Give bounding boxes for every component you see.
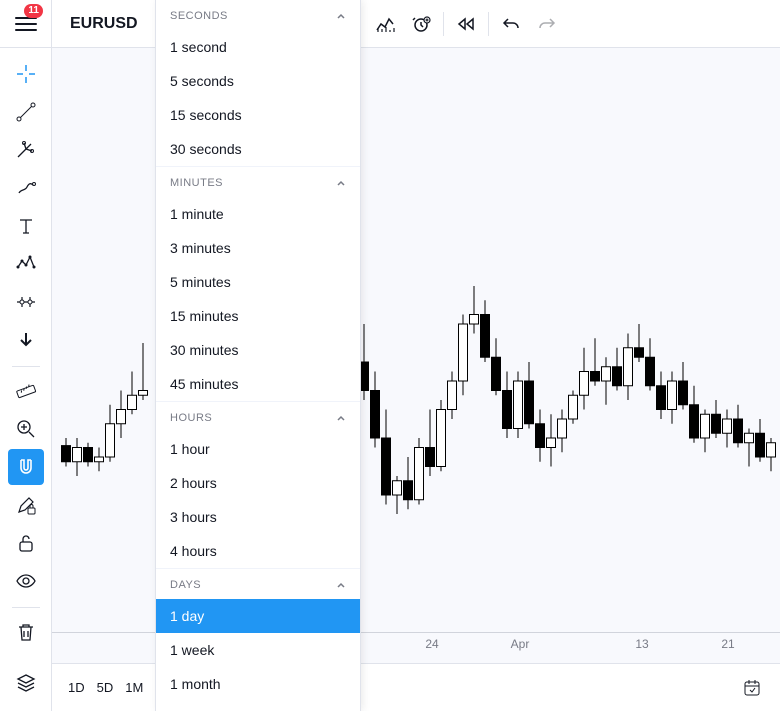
brush-tool[interactable] <box>8 170 44 206</box>
interval-group-header[interactable]: MINUTES <box>156 166 360 197</box>
redo-button[interactable] <box>529 0 565 48</box>
interval-group-header[interactable]: HOURS <box>156 401 360 432</box>
trendline-tool[interactable] <box>8 94 44 130</box>
interval-group-header[interactable]: SECONDS <box>156 0 360 30</box>
interval-option[interactable]: 3 hours <box>156 500 360 534</box>
eye-icon <box>15 570 37 592</box>
crosshair-tool[interactable] <box>8 56 44 92</box>
separator <box>488 12 489 36</box>
layers-icon <box>15 672 37 694</box>
separator <box>12 607 40 608</box>
interval-option[interactable]: 45 minutes <box>156 367 360 401</box>
lock-drawings-tool[interactable] <box>8 487 44 523</box>
undo-icon <box>502 16 520 32</box>
zoom-tool[interactable] <box>8 411 44 447</box>
forecast-tool[interactable] <box>8 284 44 320</box>
interval-option[interactable]: 15 seconds <box>156 98 360 132</box>
top-bar: 11 EURUSD <box>0 0 780 48</box>
text-tool[interactable] <box>8 208 44 244</box>
interval-option[interactable]: 1 day <box>156 599 360 633</box>
notification-badge: 11 <box>24 4 43 18</box>
brush-icon <box>15 177 37 199</box>
pitchfork-tool[interactable] <box>8 132 44 168</box>
layers-tool[interactable] <box>8 665 44 701</box>
x-axis-tick: 24 <box>425 637 438 651</box>
trash-icon <box>15 621 37 643</box>
separator <box>443 12 444 36</box>
range-button[interactable]: 1M <box>119 672 149 704</box>
magnet-tool[interactable] <box>8 449 44 485</box>
x-axis-tick: Apr <box>511 637 530 651</box>
arrow-down-icon <box>15 329 37 351</box>
replay-button[interactable] <box>448 0 484 48</box>
pencil-lock-icon <box>15 494 37 516</box>
goto-date-button[interactable] <box>734 670 770 706</box>
forecast-icon <box>15 291 37 313</box>
lock-open-icon <box>15 532 37 554</box>
alert-button[interactable] <box>403 0 439 48</box>
menu-button[interactable]: 11 <box>0 0 52 48</box>
indicators-button[interactable] <box>367 0 403 48</box>
range-button[interactable]: 1D <box>62 672 91 704</box>
visibility-tool[interactable] <box>8 563 44 599</box>
x-axis-tick: 13 <box>635 637 648 651</box>
pitchfork-icon <box>15 139 37 161</box>
arrow-tool[interactable] <box>8 322 44 358</box>
interval-option[interactable]: 5 seconds <box>156 64 360 98</box>
interval-option[interactable]: 30 seconds <box>156 132 360 166</box>
interval-option[interactable]: 1 minute <box>156 197 360 231</box>
symbol-selector[interactable]: EURUSD <box>52 0 157 48</box>
magnet-icon <box>15 456 37 478</box>
measure-tool[interactable] <box>8 373 44 409</box>
separator <box>12 366 40 367</box>
interval-option[interactable]: 3 minutes <box>156 231 360 265</box>
rewind-icon <box>456 14 476 34</box>
interval-option[interactable]: 1 week <box>156 633 360 667</box>
interval-option[interactable]: 15 minutes <box>156 299 360 333</box>
delete-tool[interactable] <box>8 614 44 650</box>
crosshair-icon <box>15 63 37 85</box>
interval-option[interactable]: 1 second <box>156 30 360 64</box>
interval-option[interactable]: 30 minutes <box>156 333 360 367</box>
undo-button[interactable] <box>493 0 529 48</box>
range-button[interactable]: 5D <box>91 672 120 704</box>
interval-dropdown: SECONDS1 second5 seconds15 seconds30 sec… <box>155 0 361 711</box>
alarm-icon <box>411 14 431 34</box>
pattern-tool[interactable] <box>8 246 44 282</box>
text-icon <box>15 215 37 237</box>
redo-icon <box>538 16 556 32</box>
indicators-icon <box>375 14 395 34</box>
calendar-goto-icon <box>742 678 762 698</box>
interval-option[interactable]: 1 month <box>156 667 360 701</box>
interval-option[interactable]: 5 minutes <box>156 265 360 299</box>
interval-option[interactable]: 4 hours <box>156 534 360 568</box>
interval-option[interactable]: 2 hours <box>156 466 360 500</box>
trendline-icon <box>15 101 37 123</box>
x-axis-tick: 21 <box>721 637 734 651</box>
interval-option[interactable]: 1 hour <box>156 432 360 466</box>
interval-group-header[interactable]: DAYS <box>156 568 360 599</box>
drawing-toolbar <box>0 48 52 711</box>
ruler-icon <box>15 380 37 402</box>
pattern-icon <box>15 253 37 275</box>
lock-tool[interactable] <box>8 525 44 561</box>
zoom-in-icon <box>15 418 37 440</box>
